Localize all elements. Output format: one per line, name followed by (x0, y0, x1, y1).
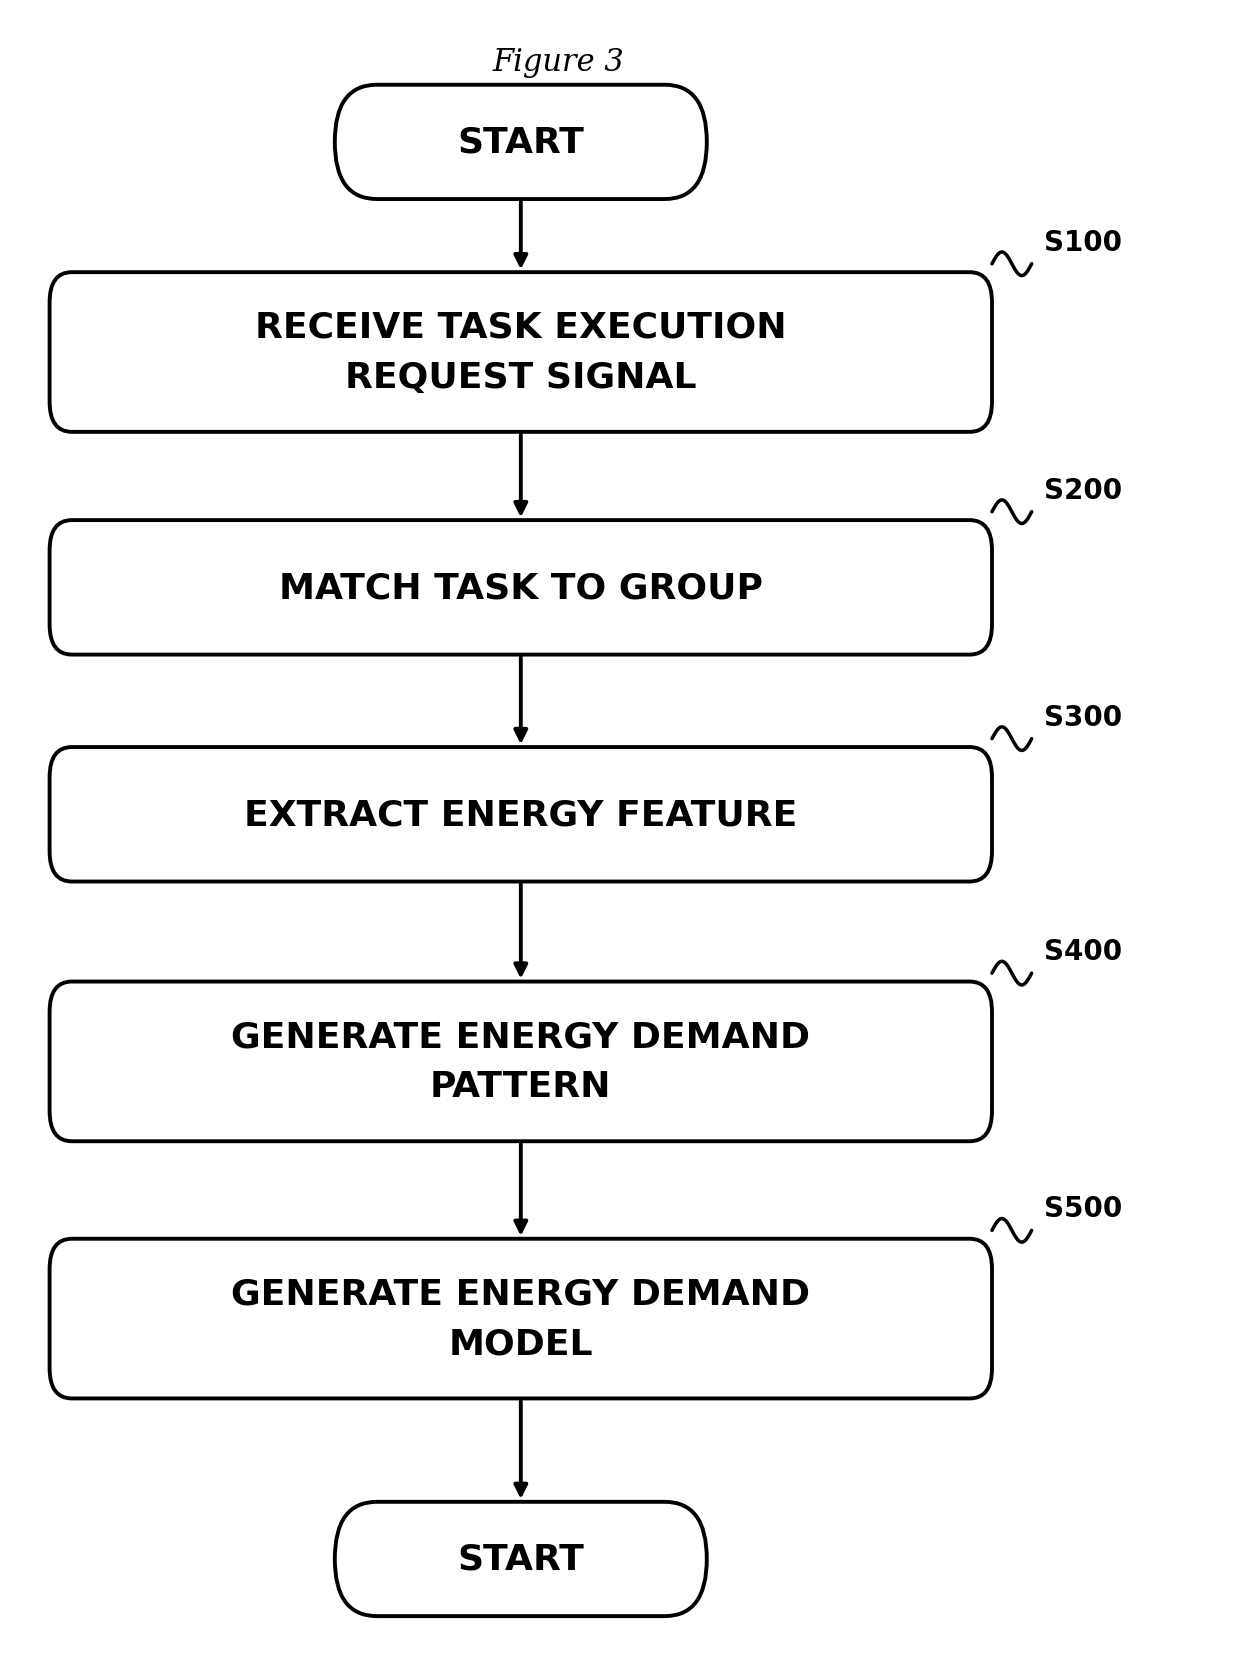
Text: S300: S300 (1044, 704, 1122, 731)
Text: S100: S100 (1044, 228, 1122, 257)
Text: S400: S400 (1044, 937, 1122, 966)
Text: RECEIVE TASK EXECUTION
REQUEST SIGNAL: RECEIVE TASK EXECUTION REQUEST SIGNAL (255, 311, 786, 395)
Text: MATCH TASK TO GROUP: MATCH TASK TO GROUP (279, 571, 763, 605)
Text: Figure 3: Figure 3 (492, 47, 624, 77)
Text: GENERATE ENERGY DEMAND
MODEL: GENERATE ENERGY DEMAND MODEL (232, 1277, 810, 1361)
Text: S200: S200 (1044, 477, 1122, 504)
FancyBboxPatch shape (50, 981, 992, 1142)
Text: START: START (458, 126, 584, 160)
Text: START: START (458, 1542, 584, 1576)
FancyBboxPatch shape (50, 274, 992, 433)
Text: S500: S500 (1044, 1194, 1122, 1223)
Text: GENERATE ENERGY DEMAND
PATTERN: GENERATE ENERGY DEMAND PATTERN (232, 1020, 810, 1104)
FancyBboxPatch shape (50, 521, 992, 655)
FancyBboxPatch shape (50, 1240, 992, 1398)
FancyBboxPatch shape (335, 86, 707, 200)
Text: EXTRACT ENERGY FEATURE: EXTRACT ENERGY FEATURE (244, 798, 797, 832)
FancyBboxPatch shape (335, 1502, 707, 1616)
FancyBboxPatch shape (50, 748, 992, 882)
